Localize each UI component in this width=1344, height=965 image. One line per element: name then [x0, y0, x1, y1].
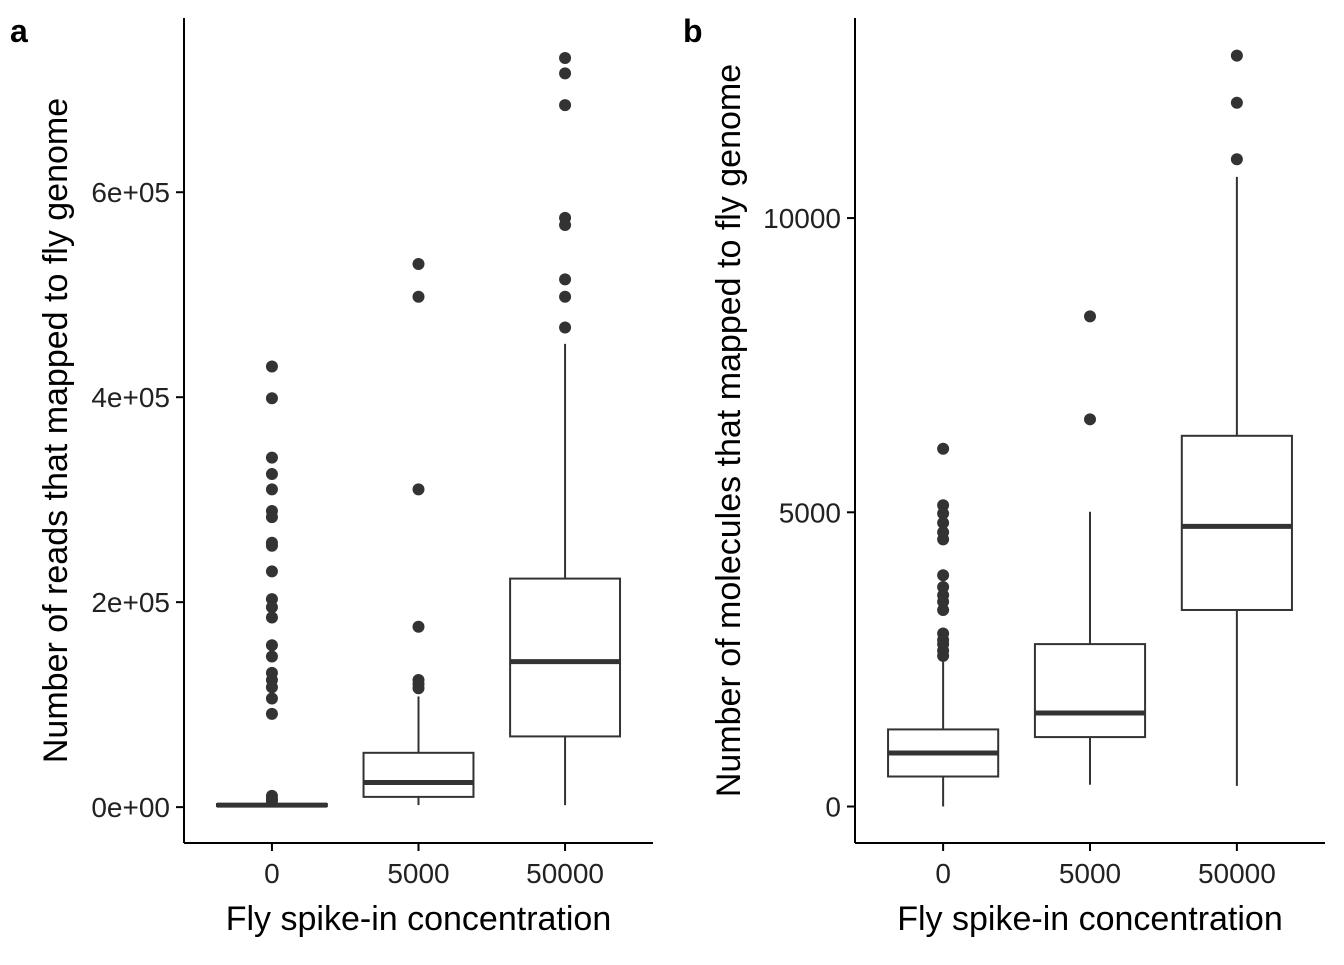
panel-a-box-5000: [362, 257, 475, 806]
outlier-point: [265, 692, 278, 705]
outlier-point: [265, 681, 278, 694]
outlier-point: [412, 257, 425, 270]
outlier-point: [265, 639, 278, 652]
outlier-point: [1230, 96, 1243, 109]
panel-a-y-tick-label: 6e+05: [91, 177, 170, 208]
panel-b-y-tick-label: 0: [825, 792, 841, 823]
panel-a-x-tick-label: 0: [264, 858, 280, 889]
outlier-point: [265, 483, 278, 496]
outlier-point: [559, 219, 572, 232]
outlier-point: [937, 516, 950, 529]
outlier-point: [265, 707, 278, 720]
outlier-point: [265, 468, 278, 481]
panel-a-box-0: [215, 360, 328, 808]
outlier-point: [265, 360, 278, 373]
panel-b-box-5000: [1033, 310, 1147, 785]
outlier-point: [265, 650, 278, 663]
outlier-point: [937, 507, 950, 520]
outlier-point: [265, 451, 278, 464]
panel-b-x-tick-label: 0: [935, 858, 951, 889]
outlier-point: [265, 392, 278, 405]
box-iqr: [509, 577, 622, 738]
panel-b-box-50000: [1180, 49, 1293, 786]
panel-a: a 0e+00 2e+05 4e+05 6e+05 0 5000 50000 Fly sp…: [10, 13, 653, 938]
outlier-point: [265, 601, 278, 614]
outlier-point: [559, 290, 572, 303]
outlier-point: [1230, 153, 1243, 166]
outlier-point: [265, 593, 278, 606]
outlier-point: [937, 649, 950, 662]
outlier-point: [559, 273, 572, 286]
outlier-point: [1084, 413, 1096, 426]
panel-b-x-tick-label: 50000: [1198, 858, 1276, 889]
outlier-point: [265, 511, 278, 524]
box-iqr: [1033, 643, 1147, 739]
outlier-point: [265, 565, 278, 578]
outlier-point: [412, 682, 425, 695]
outlier-point: [412, 290, 425, 303]
outlier-point: [559, 99, 572, 112]
outlier-point: [265, 611, 278, 624]
outlier-point: [559, 67, 572, 80]
outlier-point: [937, 595, 950, 608]
box-iqr: [1180, 434, 1293, 611]
outlier-point: [937, 569, 950, 582]
outlier-point: [1230, 49, 1243, 62]
outlier-point: [937, 499, 950, 512]
panel-b-x-axis-title: Fly spike-in concentration: [897, 900, 1283, 938]
panel-a-box-50000: [509, 51, 622, 806]
outlier-point: [412, 483, 425, 496]
outlier-point: [937, 533, 950, 546]
panel-b-y-axis-title: Number of molecules that mapped to fly g…: [710, 64, 748, 797]
panel-b-y-tick-label: 10000: [763, 203, 841, 234]
panel-a-boxes: [215, 51, 622, 808]
panel-a-y-tick-label: 2e+05: [91, 587, 170, 618]
outlier-point: [265, 794, 278, 807]
panel-b-box-0: [887, 442, 1000, 807]
panel-a-y-axis-title: Number of reads that mapped to fly genom…: [37, 98, 75, 763]
outlier-point: [412, 620, 425, 633]
panel-a-y-tick-label: 4e+05: [91, 382, 170, 413]
panel-a-x-tick-label: 5000: [387, 858, 449, 889]
outlier-point: [559, 321, 572, 334]
outlier-point: [559, 51, 572, 64]
panel-b-x-ticks: 0 5000 50000: [935, 843, 1276, 889]
panel-b-boxes: [887, 49, 1293, 807]
panel-b-tag: b: [683, 13, 703, 49]
panel-a-x-axis-title: Fly spike-in concentration: [226, 900, 612, 938]
outlier-point: [1084, 310, 1096, 323]
panel-b-y-tick-label: 5000: [779, 497, 841, 528]
outlier-point: [937, 581, 950, 594]
panel-b-x-tick-label: 5000: [1059, 858, 1121, 889]
panel-a-x-tick-label: 50000: [526, 858, 604, 889]
outlier-point: [265, 539, 278, 552]
panel-a-x-ticks: 0 5000 50000: [264, 843, 604, 889]
panel-b-y-ticks: 0 5000 10000: [763, 203, 855, 823]
panel-a-tag: a: [10, 13, 28, 49]
panel-a-y-ticks: 0e+00 2e+05 4e+05 6e+05: [91, 177, 184, 823]
panel-a-y-tick-label: 0e+00: [91, 792, 170, 823]
outlier-point: [937, 603, 950, 616]
outlier-point: [937, 442, 950, 455]
panel-b: b 0 5000 10000 0 5000 50000 Fly spike-in con…: [683, 13, 1325, 938]
box-iqr: [362, 751, 475, 798]
